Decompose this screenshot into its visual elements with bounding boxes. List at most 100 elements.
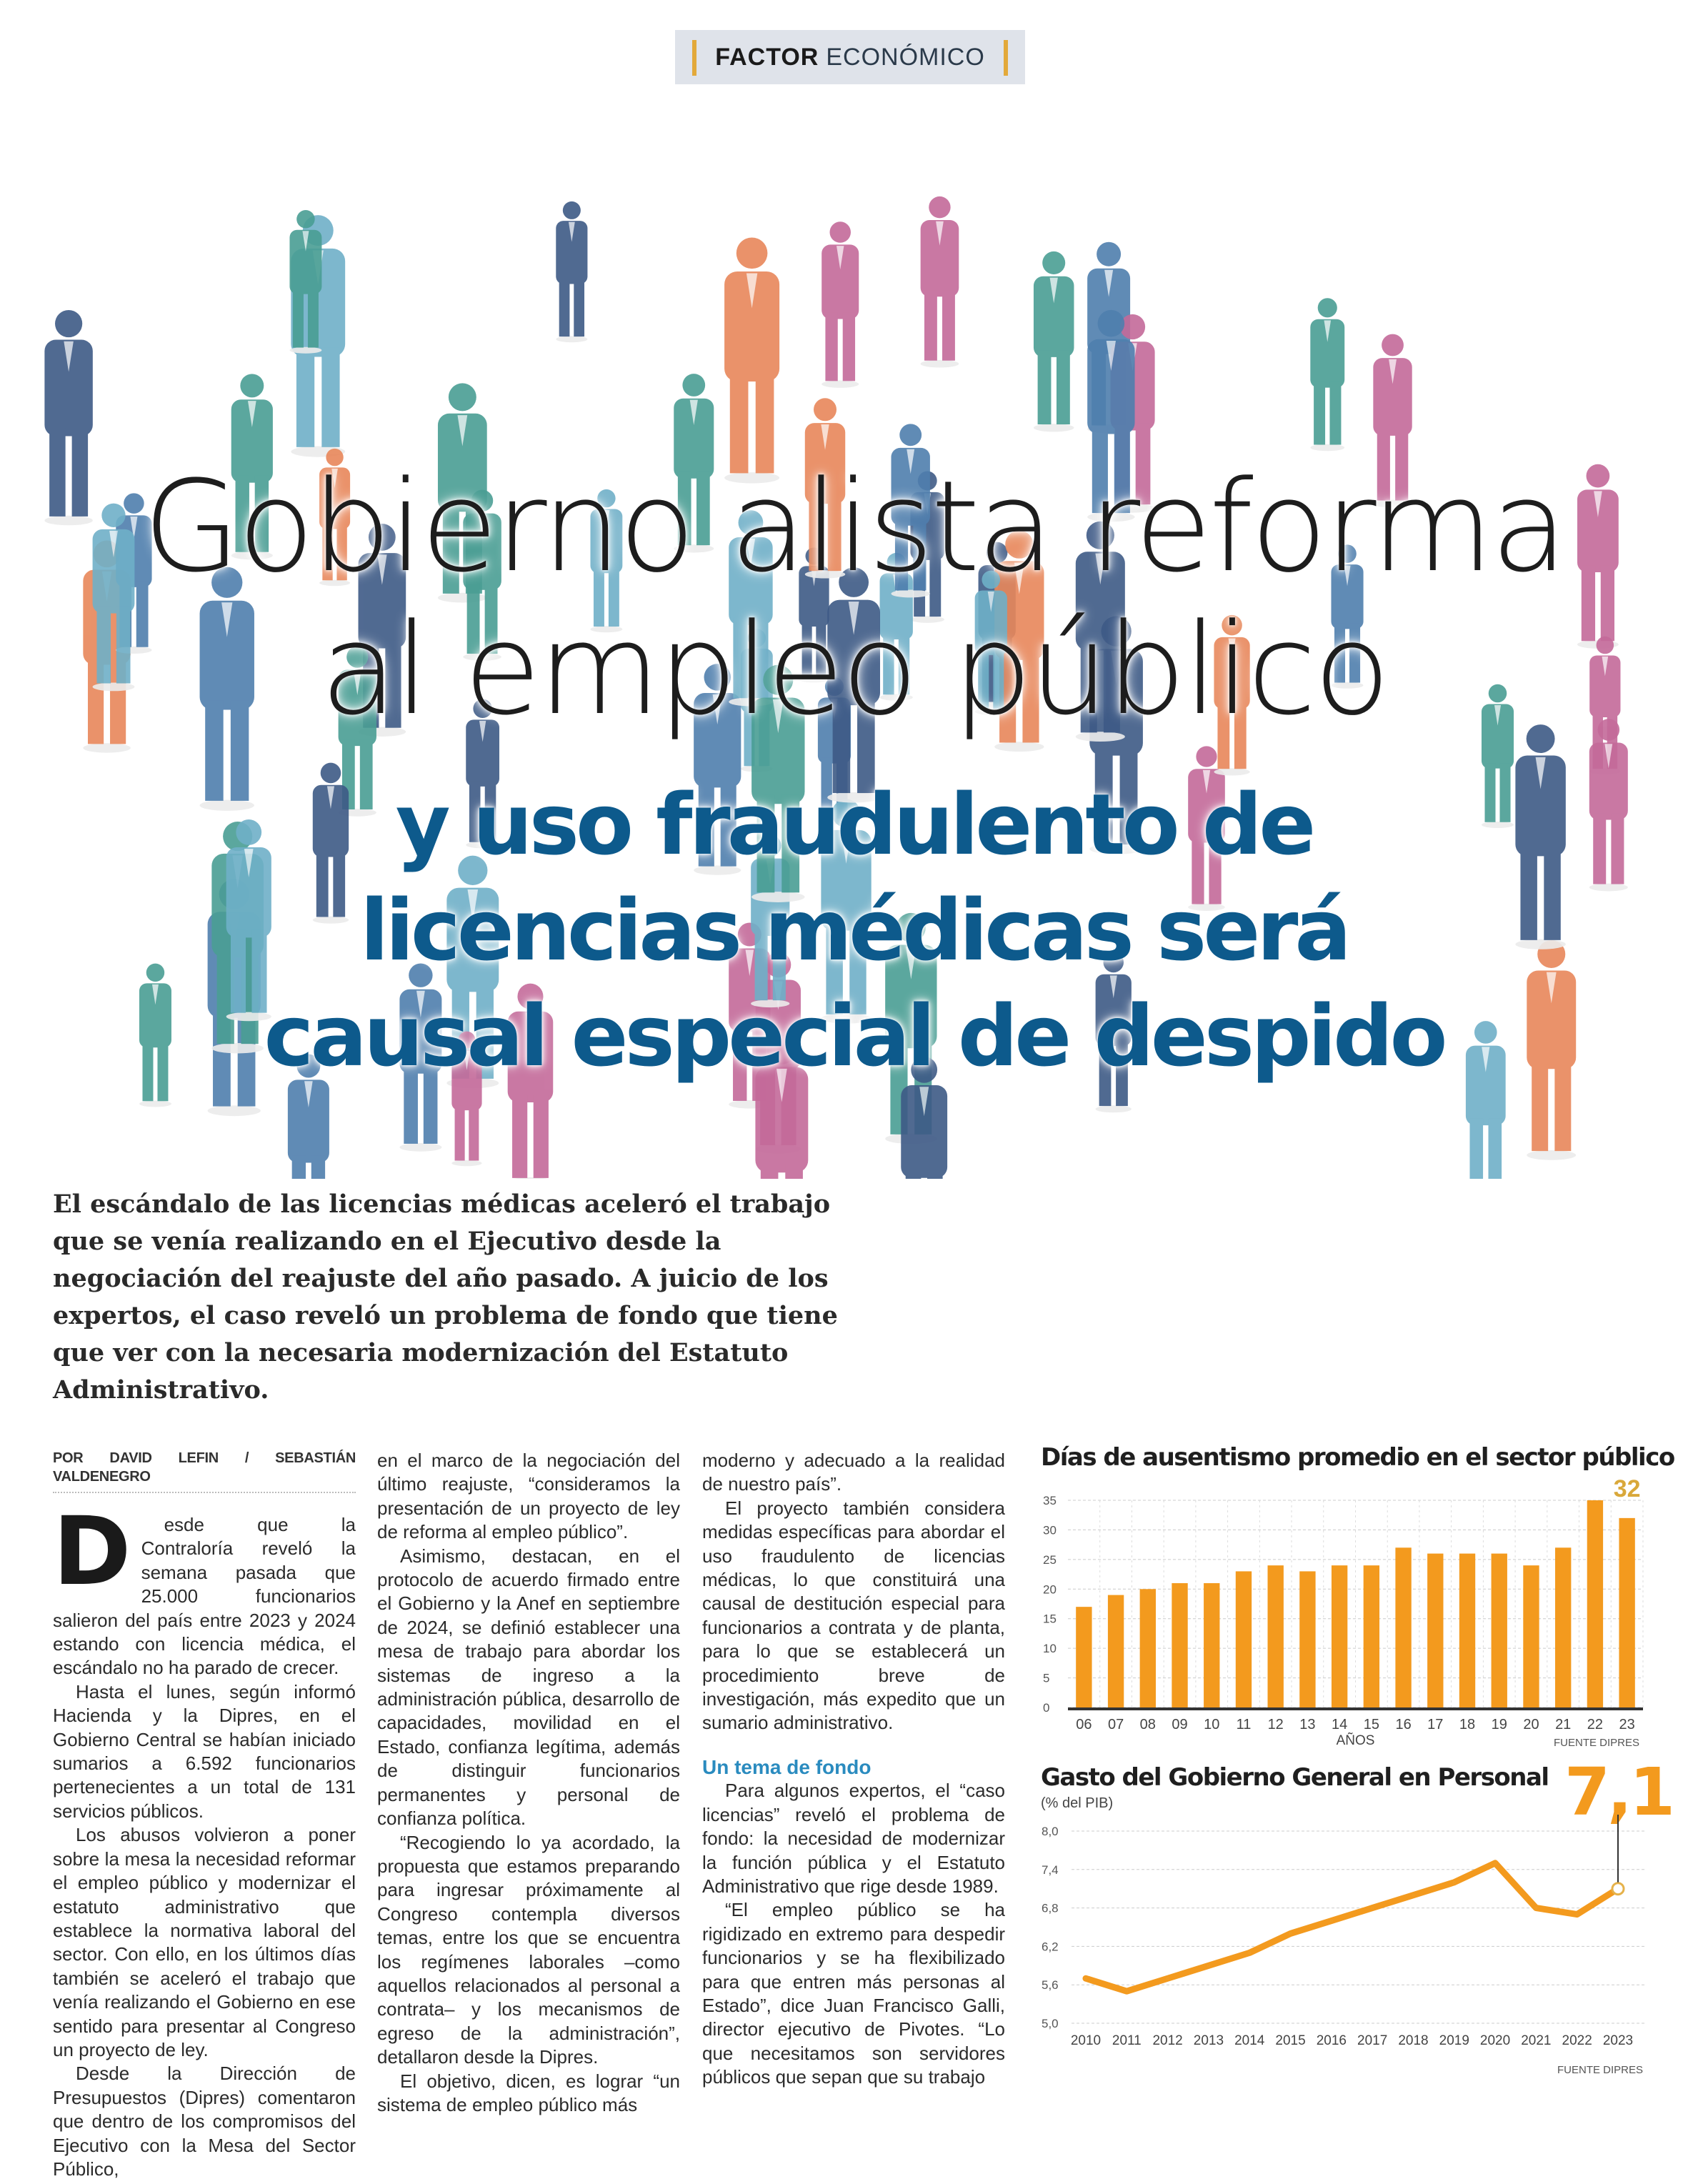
person-shirt [244,849,254,878]
person-body [674,398,714,479]
bar-chart-title: Días de ausentismo promedio en el sector… [1041,1443,1675,1472]
person-silhouette [312,762,349,924]
person-body [1515,755,1566,857]
person-leg [1484,763,1496,822]
person-silhouette [507,983,554,1179]
person-silhouette [901,1057,948,1179]
person-silhouette [1373,334,1412,508]
person-body [799,566,829,627]
person-shirt [64,341,74,372]
person-shirt [1604,744,1613,769]
shadow [44,515,93,526]
person-shirt [130,517,138,539]
person-silhouette [1515,724,1566,949]
person-leg [157,1042,169,1102]
person-shirt [848,602,859,635]
person-shirt [841,832,851,864]
person-shirt [221,602,233,637]
person-body [1214,637,1250,709]
person-shirt [416,990,425,1018]
y-tick-label: 10 [1043,1642,1057,1655]
y-tick-label: 5,6 [1042,1978,1059,1992]
person-silhouette [451,1031,482,1167]
person-head [1005,530,1034,559]
y-tick-label: 5,0 [1042,2017,1059,2030]
person-head [839,567,869,597]
person-body [231,399,273,483]
person-head [471,489,494,512]
person-body [1527,970,1577,1069]
person-silhouette [199,567,254,811]
person-silhouette [1481,684,1514,829]
person-body [446,887,499,992]
person-silhouette [974,570,1007,715]
person-shirt [526,1012,535,1042]
x-axis-label: AÑOS [1337,1732,1375,1748]
person-leg [1532,1060,1549,1152]
person-leg [336,524,347,581]
person-leg [291,1155,306,1179]
person-leg [729,372,749,474]
highlight-label: 32 [1614,1479,1641,1502]
bar [1395,1547,1412,1707]
person-silhouette [319,448,351,587]
person-body [319,467,351,529]
bar [1139,1589,1156,1707]
person-silhouette [1188,746,1225,912]
person-leg [1119,747,1138,845]
paragraph: Desde la Dirección de Presupuestos (Dipr… [53,2063,356,2180]
shadow [821,1013,872,1024]
person-shirt [377,554,387,585]
paragraph: “El empleo público se ha rigidizado en e… [702,1899,1005,2088]
person-leg [466,583,480,654]
person-head [929,196,951,219]
person-head [101,503,126,527]
person-head [1222,614,1242,636]
person-leg [826,922,843,1014]
person-leg [898,634,910,695]
person-silhouette [338,646,376,817]
person-shirt [464,1051,470,1070]
person-body [1589,742,1628,820]
shadow [451,1160,482,1167]
person-leg [1094,747,1113,845]
person-shirt [326,786,335,809]
person-leg [71,428,89,517]
person-leg [883,634,894,695]
person-head [831,799,861,828]
person-body [507,1011,554,1102]
shadow [139,1100,171,1107]
person-body [399,989,442,1074]
person-leg [1395,429,1409,501]
x-tick-label: 22 [1587,1717,1603,1732]
shadow [799,676,829,683]
person-shirt [1546,972,1557,1004]
person-leg [574,279,585,337]
line-chart-unit: (% del PIB) [1041,1795,1114,1811]
person-head [597,489,616,508]
person-shirt [331,468,338,489]
paragraph: moderno y adecuado a la realidad de nues… [702,1450,1005,1495]
person-body [139,983,171,1048]
person-shirt [746,539,756,567]
shadow [1033,424,1074,432]
paragraph: Hasta el lunes, según informó Hacienda y… [53,1680,356,1822]
person-head [458,855,488,885]
person-silhouette [891,424,930,598]
bar [1107,1595,1124,1707]
person-leg [484,583,498,654]
person-silhouette [920,196,959,368]
person-body [1095,974,1132,1047]
person-body [556,221,588,284]
x-tick-label: 2014 [1234,2033,1265,2048]
person-leg [821,757,832,819]
person-leg [404,1066,418,1144]
person-leg [533,1095,549,1178]
shadow [92,682,135,692]
person-leg [1520,847,1537,940]
person-shirt [772,699,784,734]
person-shirt [247,401,256,428]
person-head [240,374,264,398]
person-head [448,383,476,412]
person-leg [832,696,851,794]
